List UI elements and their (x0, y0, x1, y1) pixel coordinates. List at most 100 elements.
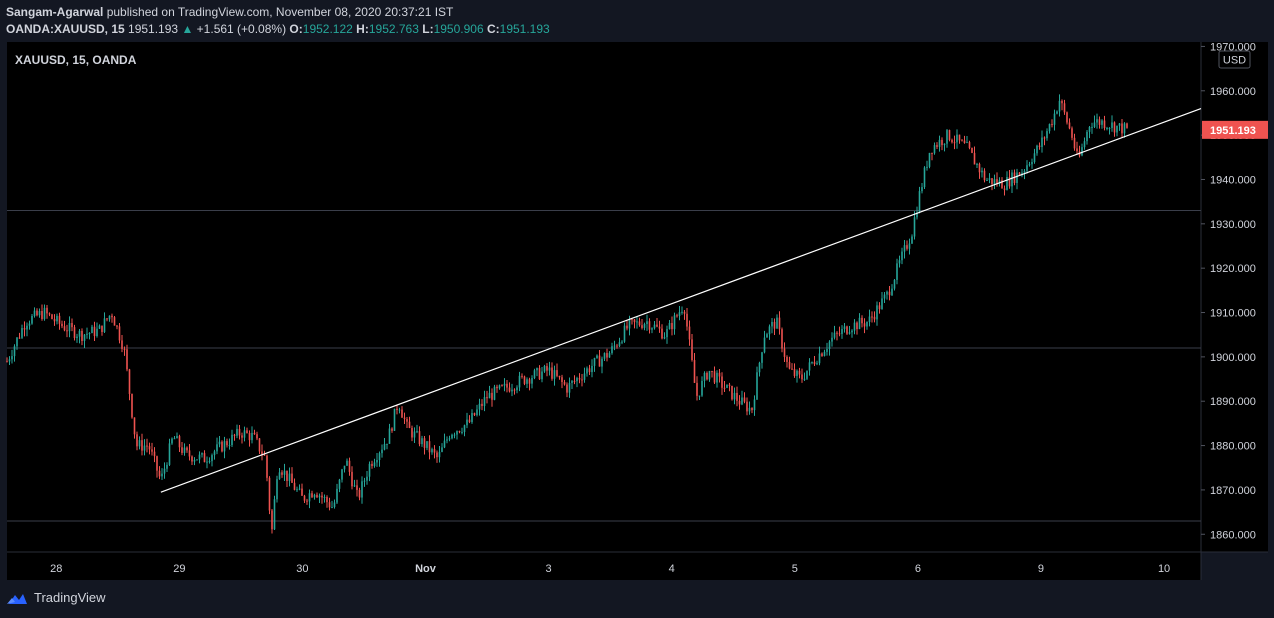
candle-body (438, 451, 441, 458)
author-name[interactable]: Sangam-Agarwal (6, 5, 104, 19)
candle-body (798, 370, 801, 375)
candle-body (1118, 123, 1121, 126)
candle-body (1068, 122, 1071, 129)
candle-body (366, 476, 368, 481)
high-value: 1952.763 (368, 22, 419, 36)
brand-name: TradingView (34, 590, 106, 605)
candle-body (801, 374, 803, 380)
candle-body (363, 480, 366, 482)
candle-body (488, 392, 491, 399)
candle-body (43, 307, 46, 320)
candle-body (633, 319, 636, 323)
candle-body (221, 441, 223, 452)
candle-body (668, 323, 671, 330)
candle-body (1071, 128, 1073, 138)
candle-body (426, 441, 428, 448)
candle-body (718, 372, 721, 377)
candle-body (663, 337, 666, 339)
candle-body (908, 243, 911, 249)
candle-body (93, 326, 96, 337)
candle-body (193, 459, 196, 462)
currency-button[interactable] (1218, 50, 1251, 69)
candle-body (381, 449, 383, 454)
candle-body (6, 361, 8, 363)
candle-body (1111, 122, 1113, 128)
candle-body (673, 315, 676, 330)
candle-body (511, 389, 513, 392)
candle-body (818, 353, 821, 364)
candle-body (383, 443, 386, 450)
candle-body (628, 319, 631, 329)
candle-body (241, 435, 243, 438)
candle-body (313, 494, 316, 498)
candle-body (1093, 122, 1096, 127)
candle-body (376, 459, 378, 463)
y-tick-label: 1940.000 (1210, 174, 1256, 186)
candle-body (971, 147, 973, 153)
candle-body (568, 382, 571, 393)
x-tick-label: 9 (1038, 563, 1044, 575)
y-tick-label: 1870.000 (1210, 485, 1256, 497)
candle-body (126, 349, 128, 370)
candle-body (1103, 120, 1106, 129)
candle-body (781, 329, 783, 349)
candle-body (578, 378, 581, 380)
candle-body (413, 431, 416, 438)
candle-body (533, 370, 536, 379)
candle-body (121, 340, 123, 349)
candle-body (538, 368, 541, 380)
tradingview-logo[interactable]: TradingView (6, 590, 106, 605)
candle-body (736, 392, 738, 401)
candle-body (458, 431, 461, 433)
candle-body (471, 413, 473, 423)
candle-body (606, 353, 608, 358)
candle-body (81, 330, 83, 341)
candle-body (268, 477, 271, 511)
candle-body (826, 348, 828, 352)
candle-body (411, 427, 413, 438)
candle-body (836, 332, 838, 334)
candle-body (123, 348, 126, 350)
candle-body (101, 325, 103, 332)
candle-body (316, 494, 318, 498)
candle-body (441, 447, 443, 452)
open-value: 1952.122 (302, 22, 353, 36)
candle-body (203, 453, 206, 463)
candle-body (878, 305, 881, 310)
candle-body (563, 381, 566, 385)
candle-body (688, 326, 691, 340)
candle-body (286, 470, 288, 481)
price-axis (1201, 42, 1268, 552)
candle-body (106, 318, 108, 320)
candle-body (903, 245, 906, 252)
candle-body (521, 375, 523, 377)
candle-body (976, 163, 978, 165)
candle-body (806, 370, 808, 379)
candle-body (916, 212, 918, 218)
candle-body (443, 440, 446, 448)
candle-body (1028, 164, 1031, 166)
candle-body (906, 245, 908, 249)
candle-body (943, 143, 946, 146)
candle-body (288, 473, 291, 481)
candle-body (361, 481, 363, 498)
candle-body (446, 439, 448, 441)
candle-body (863, 323, 866, 327)
candle-body (503, 383, 506, 386)
candle-body (198, 454, 201, 460)
candle-body (353, 485, 356, 487)
candle-body (991, 178, 993, 185)
candle-body (638, 321, 641, 326)
candle-body (706, 372, 708, 380)
candle-body (1123, 123, 1126, 134)
candle-body (518, 375, 521, 388)
candle-body (1113, 122, 1116, 133)
trendline (160, 107, 1202, 493)
candle-body (1031, 162, 1033, 165)
candle-body (23, 328, 26, 330)
x-tick-label: Nov (415, 563, 437, 575)
candle-body (543, 366, 546, 372)
candle-body (586, 368, 588, 374)
close-label: C: (486, 22, 500, 36)
